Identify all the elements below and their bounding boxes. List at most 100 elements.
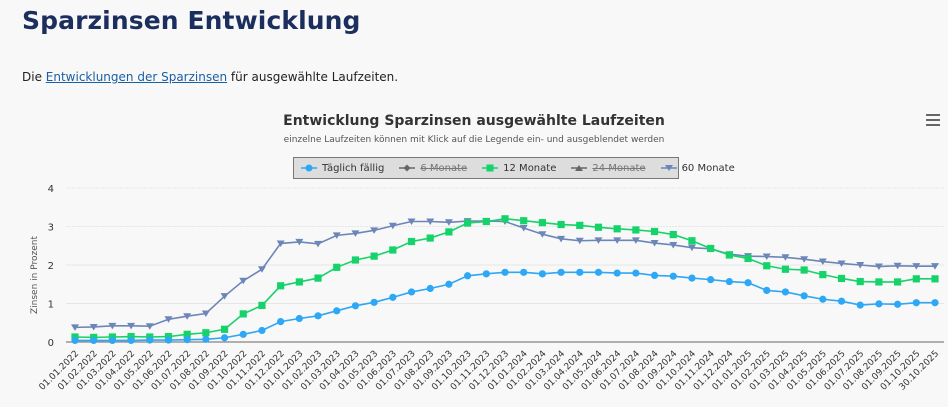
data-point bbox=[370, 227, 379, 234]
y-tick-label: 3 bbox=[48, 223, 54, 234]
data-point bbox=[482, 270, 490, 278]
circle-marker-icon bbox=[301, 164, 317, 172]
sparzinsen-link[interactable]: Entwicklungen der Sparzinsen bbox=[45, 70, 228, 84]
data-point bbox=[445, 280, 453, 288]
data-point bbox=[744, 254, 752, 263]
data-point bbox=[389, 246, 397, 254]
data-point bbox=[295, 278, 303, 286]
y-axis-label: Zinsen in Prozent bbox=[30, 236, 40, 314]
legend-label: Täglich fällig bbox=[322, 162, 385, 174]
data-point bbox=[594, 237, 603, 244]
data-point bbox=[688, 237, 696, 245]
data-point bbox=[538, 231, 547, 238]
data-point bbox=[781, 254, 790, 261]
data-point bbox=[258, 301, 266, 310]
data-point bbox=[613, 237, 622, 244]
data-point bbox=[108, 336, 116, 345]
data-point bbox=[202, 329, 210, 337]
data-point bbox=[875, 300, 883, 308]
data-point bbox=[407, 237, 416, 246]
data-point bbox=[650, 271, 659, 279]
data-point bbox=[239, 277, 248, 285]
data-point bbox=[277, 282, 285, 290]
data-point bbox=[912, 275, 920, 283]
data-point bbox=[333, 307, 341, 315]
y-tick-label: 1 bbox=[48, 300, 54, 311]
data-point bbox=[333, 263, 341, 271]
diamond-marker-icon bbox=[399, 164, 416, 172]
data-point bbox=[781, 288, 790, 296]
y-tick-label: 4 bbox=[48, 184, 54, 195]
data-point bbox=[277, 317, 285, 326]
series-line-12-monate bbox=[74, 217, 935, 339]
data-point bbox=[426, 218, 435, 225]
triangle-down-marker-icon bbox=[660, 165, 677, 171]
data-point bbox=[763, 262, 771, 270]
data-point bbox=[725, 251, 733, 259]
data-point bbox=[837, 274, 846, 283]
data-point bbox=[837, 260, 846, 267]
data-point bbox=[389, 293, 397, 301]
intro-suffix: für ausgewählte Laufzeiten. bbox=[227, 70, 399, 84]
data-point bbox=[239, 310, 247, 318]
data-point bbox=[763, 286, 771, 295]
data-point bbox=[800, 266, 808, 274]
data-point bbox=[90, 336, 98, 345]
data-point bbox=[146, 336, 154, 344]
data-point bbox=[183, 313, 192, 320]
data-point bbox=[669, 241, 678, 249]
hamburger-menu-icon[interactable] bbox=[926, 114, 940, 127]
data-point bbox=[707, 244, 715, 253]
data-point bbox=[800, 292, 808, 300]
data-point bbox=[631, 237, 640, 244]
data-point bbox=[501, 215, 509, 223]
data-point bbox=[145, 323, 154, 330]
data-point bbox=[220, 334, 229, 342]
data-point bbox=[445, 228, 453, 236]
data-point bbox=[220, 325, 229, 333]
data-point bbox=[351, 230, 360, 237]
data-point bbox=[71, 336, 79, 345]
data-point bbox=[314, 274, 322, 282]
legend-label: 12 Monate bbox=[503, 162, 557, 174]
data-point bbox=[687, 244, 696, 252]
data-point bbox=[912, 299, 920, 307]
data-point bbox=[370, 252, 378, 260]
y-tick-label: 2 bbox=[48, 261, 54, 272]
data-point bbox=[707, 276, 715, 284]
data-point bbox=[781, 265, 790, 273]
data-point bbox=[856, 262, 865, 269]
data-point bbox=[725, 277, 733, 286]
data-point bbox=[856, 301, 864, 309]
data-point bbox=[482, 217, 490, 226]
legend-item[interactable]: 60 Monate bbox=[660, 163, 735, 174]
legend-item[interactable]: 12 Monate bbox=[481, 163, 556, 174]
data-point bbox=[351, 256, 360, 264]
legend-label: 60 Monate bbox=[681, 162, 735, 174]
data-point bbox=[464, 272, 472, 280]
legend-item[interactable]: 24 Monate bbox=[570, 163, 646, 174]
data-point bbox=[575, 237, 584, 245]
legend-item[interactable]: Täglich fällig bbox=[300, 163, 384, 174]
data-point bbox=[819, 271, 827, 279]
y-tick-label: 0 bbox=[48, 338, 54, 349]
data-point bbox=[183, 336, 191, 344]
data-point bbox=[220, 293, 229, 300]
data-point bbox=[164, 316, 173, 323]
data-point bbox=[744, 279, 752, 287]
data-point bbox=[931, 263, 939, 270]
legend-item[interactable]: 6 Monate bbox=[398, 163, 467, 174]
chart-subtitle: einzelne Laufzeiten können mit Klick auf… bbox=[283, 135, 665, 145]
data-point bbox=[444, 219, 453, 226]
data-point bbox=[632, 269, 640, 277]
data-point bbox=[202, 335, 210, 343]
data-point bbox=[388, 222, 397, 230]
data-point bbox=[650, 240, 659, 247]
data-point bbox=[856, 277, 864, 286]
data-point bbox=[332, 232, 341, 239]
data-point bbox=[407, 288, 416, 296]
data-point bbox=[276, 240, 285, 247]
data-point bbox=[650, 227, 659, 236]
chart-title: Entwicklung Sparzinsen ausgewählte Laufz… bbox=[283, 113, 665, 129]
data-point bbox=[538, 219, 546, 227]
